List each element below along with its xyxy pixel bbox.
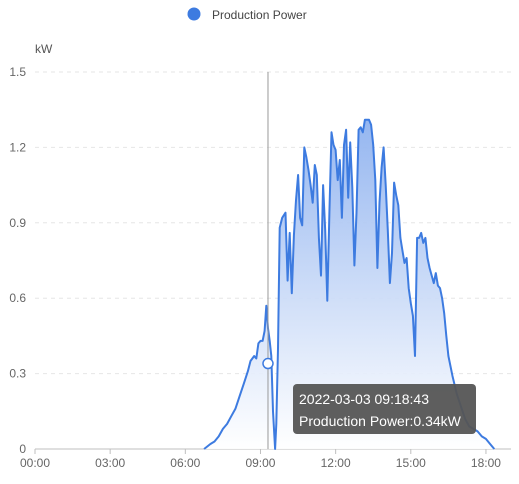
x-tick-label: 03:00 bbox=[95, 456, 125, 470]
y-tick-label: 1.5 bbox=[9, 65, 26, 79]
x-tick-label: 15:00 bbox=[396, 456, 426, 470]
tooltip: 2022-03-03 09:18:43 Production Power:0.3… bbox=[293, 384, 476, 434]
tooltip-value: Production Power:0.34kW bbox=[299, 413, 462, 429]
legend-marker-icon bbox=[187, 7, 201, 21]
x-tick-label: 18:00 bbox=[471, 456, 501, 470]
x-tick-label: 00:00 bbox=[20, 456, 50, 470]
y-tick-label: 0.9 bbox=[9, 216, 26, 230]
x-tick-label: 06:00 bbox=[170, 456, 200, 470]
y-axis-unit-label: kW bbox=[35, 42, 53, 56]
x-tick-label: 09:00 bbox=[245, 456, 275, 470]
y-tick-label: 1.2 bbox=[9, 140, 26, 154]
y-axis-ticks: 0 0.3 0.6 0.9 1.2 1.5 bbox=[9, 65, 26, 456]
legend[interactable]: Production Power bbox=[187, 7, 307, 23]
legend-label: Production Power bbox=[212, 8, 307, 22]
x-axis-ticks: 00:00 03:00 06:00 09:00 12:00 15:00 18:00 bbox=[20, 449, 501, 470]
tooltip-hover-point[interactable] bbox=[262, 357, 274, 370]
y-tick-label: 0.3 bbox=[9, 367, 26, 381]
tooltip-datetime: 2022-03-03 09:18:43 bbox=[299, 391, 429, 407]
y-tick-label: 0.6 bbox=[9, 291, 26, 305]
x-tick-label: 12:00 bbox=[321, 456, 351, 470]
production-power-line bbox=[203, 118, 496, 450]
y-tick-label: 0 bbox=[19, 442, 26, 456]
production-power-area bbox=[204, 119, 495, 450]
tooltip-box bbox=[293, 384, 476, 434]
